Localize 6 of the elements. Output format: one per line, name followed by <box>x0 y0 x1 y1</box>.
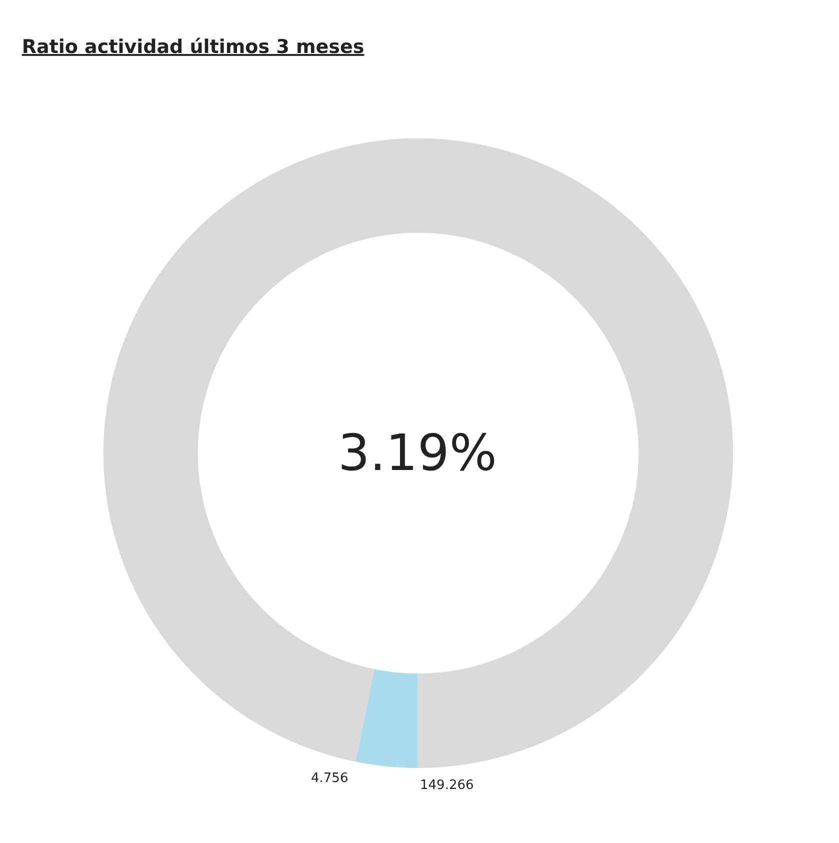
text: 4.756 <box>311 771 348 786</box>
chart-title: Ratio actividad últimos 3 meses <box>22 36 364 58</box>
text: 3.19% <box>338 424 497 482</box>
donut-slice <box>356 669 418 768</box>
text: 149.266 <box>420 778 474 793</box>
donut-slice <box>104 138 734 768</box>
